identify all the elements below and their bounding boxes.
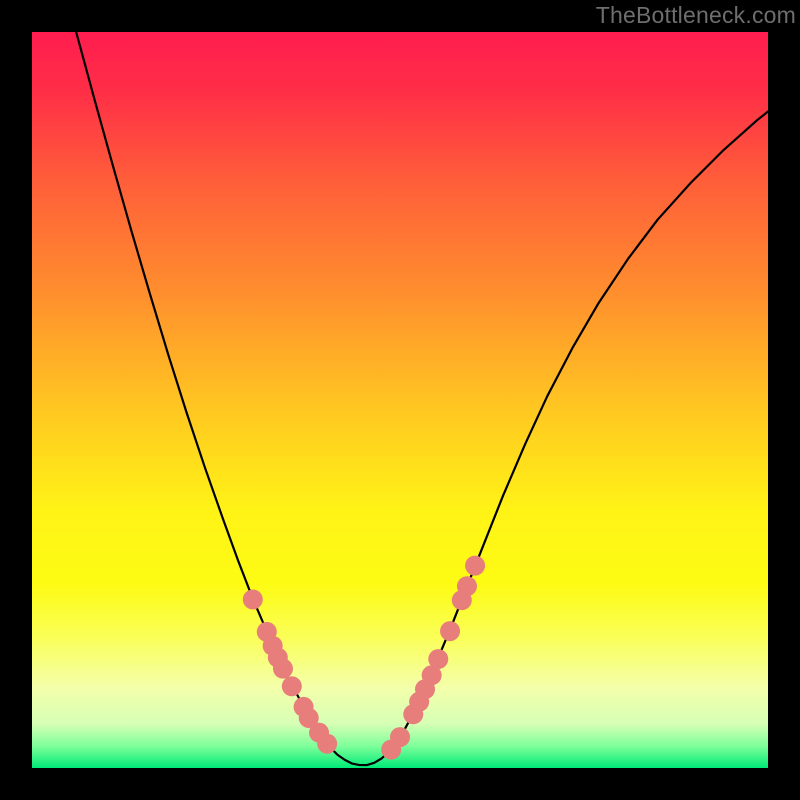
highlight-marker-right [428, 649, 448, 669]
highlight-marker-right [440, 621, 460, 641]
chart-frame: TheBottleneck.com [0, 0, 800, 800]
highlight-marker-left [273, 659, 293, 679]
highlight-marker-right [465, 556, 485, 576]
plot-area [32, 32, 768, 768]
watermark-text: TheBottleneck.com [596, 2, 796, 29]
highlight-marker-right [457, 576, 477, 596]
highlight-marker-left [243, 589, 263, 609]
highlight-marker-left [282, 676, 302, 696]
highlight-marker-left [317, 734, 337, 754]
bottleneck-curve [76, 32, 768, 765]
curve-svg [32, 32, 768, 768]
highlight-marker-right [390, 727, 410, 747]
